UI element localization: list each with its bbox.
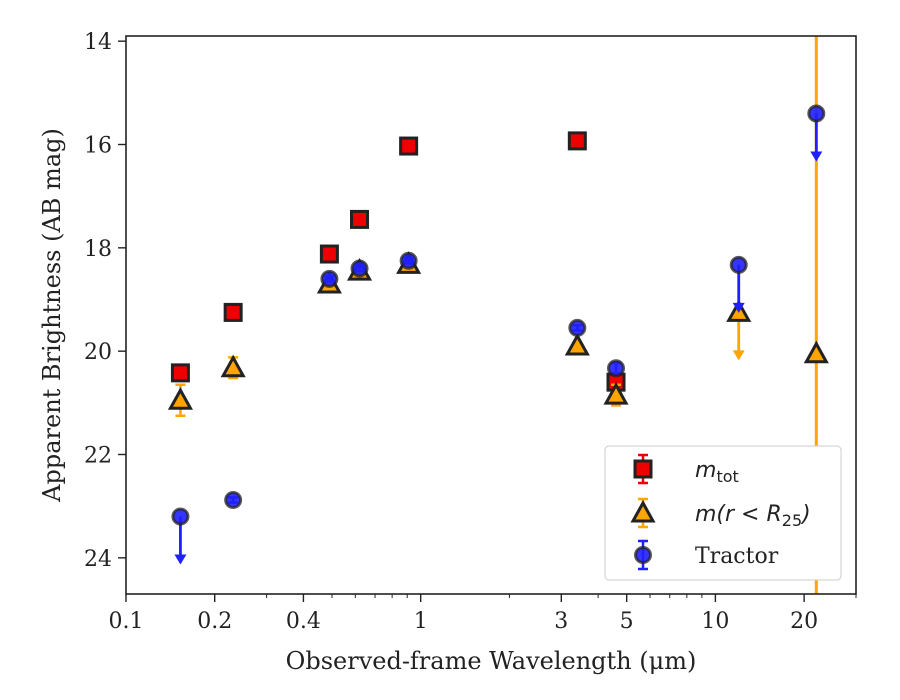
legend-entry-m_r25: [630, 497, 656, 529]
m_tot-point: [567, 131, 587, 151]
y-tick-label: 24: [84, 547, 112, 572]
y-tick-label: 18: [84, 237, 112, 262]
m_r25-point: [220, 354, 246, 378]
x-tick-label: 1: [414, 609, 428, 634]
x-axis: 0.1 0.2 0.4 1 3 5 10 20: [109, 594, 857, 634]
legend-label-m-r25: m(r < R25): [695, 502, 811, 530]
x-tick-label: 5: [620, 609, 634, 634]
m_r25-point: [603, 381, 629, 405]
legend-marker-m_tot: [633, 459, 653, 479]
tractor-point: [807, 104, 826, 123]
m_r25-point: [564, 332, 590, 356]
x-axis-label: Observed-frame Wavelength (μm): [286, 647, 697, 675]
m_r25-point: [803, 340, 829, 364]
tractor-point: [350, 259, 369, 278]
y-axis-label: Apparent Brightness (AB mag): [38, 128, 66, 503]
y-tick-label: 16: [84, 134, 112, 159]
series-m_tot: [170, 131, 626, 392]
legend-box: [604, 445, 842, 581]
m_tot-point: [223, 302, 243, 322]
y-axis: 14 16 18 20 22 24: [84, 30, 126, 572]
series-tractor: [171, 104, 826, 565]
m_tot-point: [399, 136, 419, 156]
tractor-point: [224, 490, 243, 509]
legend-entry-m_tot: [633, 453, 653, 485]
legend-label-m-tot: mtot: [695, 458, 739, 486]
y-tick-label: 22: [84, 444, 112, 469]
x-tick-label: 10: [701, 609, 729, 634]
x-tick-label: 0.1: [109, 609, 144, 634]
x-tick-label: 20: [790, 609, 818, 634]
upper-limit-arrowhead: [732, 350, 745, 361]
legend-marker-tractor: [634, 546, 652, 564]
tractor-point: [607, 359, 626, 378]
legend-entry-tractor: [634, 539, 652, 571]
legend-marker-m_r25: [630, 499, 656, 523]
plot-frame: [125, 35, 857, 595]
legend: mtot m(r < R25) Tractor: [604, 445, 842, 581]
tractor-point: [171, 507, 190, 526]
tractor-point: [729, 255, 748, 274]
tractor-point: [399, 251, 418, 270]
m_tot-point: [319, 244, 339, 264]
tractor-point: [320, 269, 339, 288]
upper-limit-arrowhead: [174, 554, 187, 565]
x-tick-label: 0.2: [197, 609, 232, 634]
legend-label-tractor: Tractor: [695, 544, 779, 569]
m_tot-point: [350, 209, 370, 229]
x-tick-label: 0.4: [286, 609, 321, 634]
y-tick-label: 14: [84, 30, 112, 55]
tractor-point: [568, 318, 587, 337]
upper-limit-arrowhead: [732, 302, 745, 313]
upper-limit-arrowhead: [810, 151, 823, 162]
y-tick-label: 20: [84, 340, 112, 365]
m_r25-point: [167, 387, 193, 410]
x-tick-label: 3: [554, 609, 568, 634]
m_tot-point: [170, 363, 190, 383]
